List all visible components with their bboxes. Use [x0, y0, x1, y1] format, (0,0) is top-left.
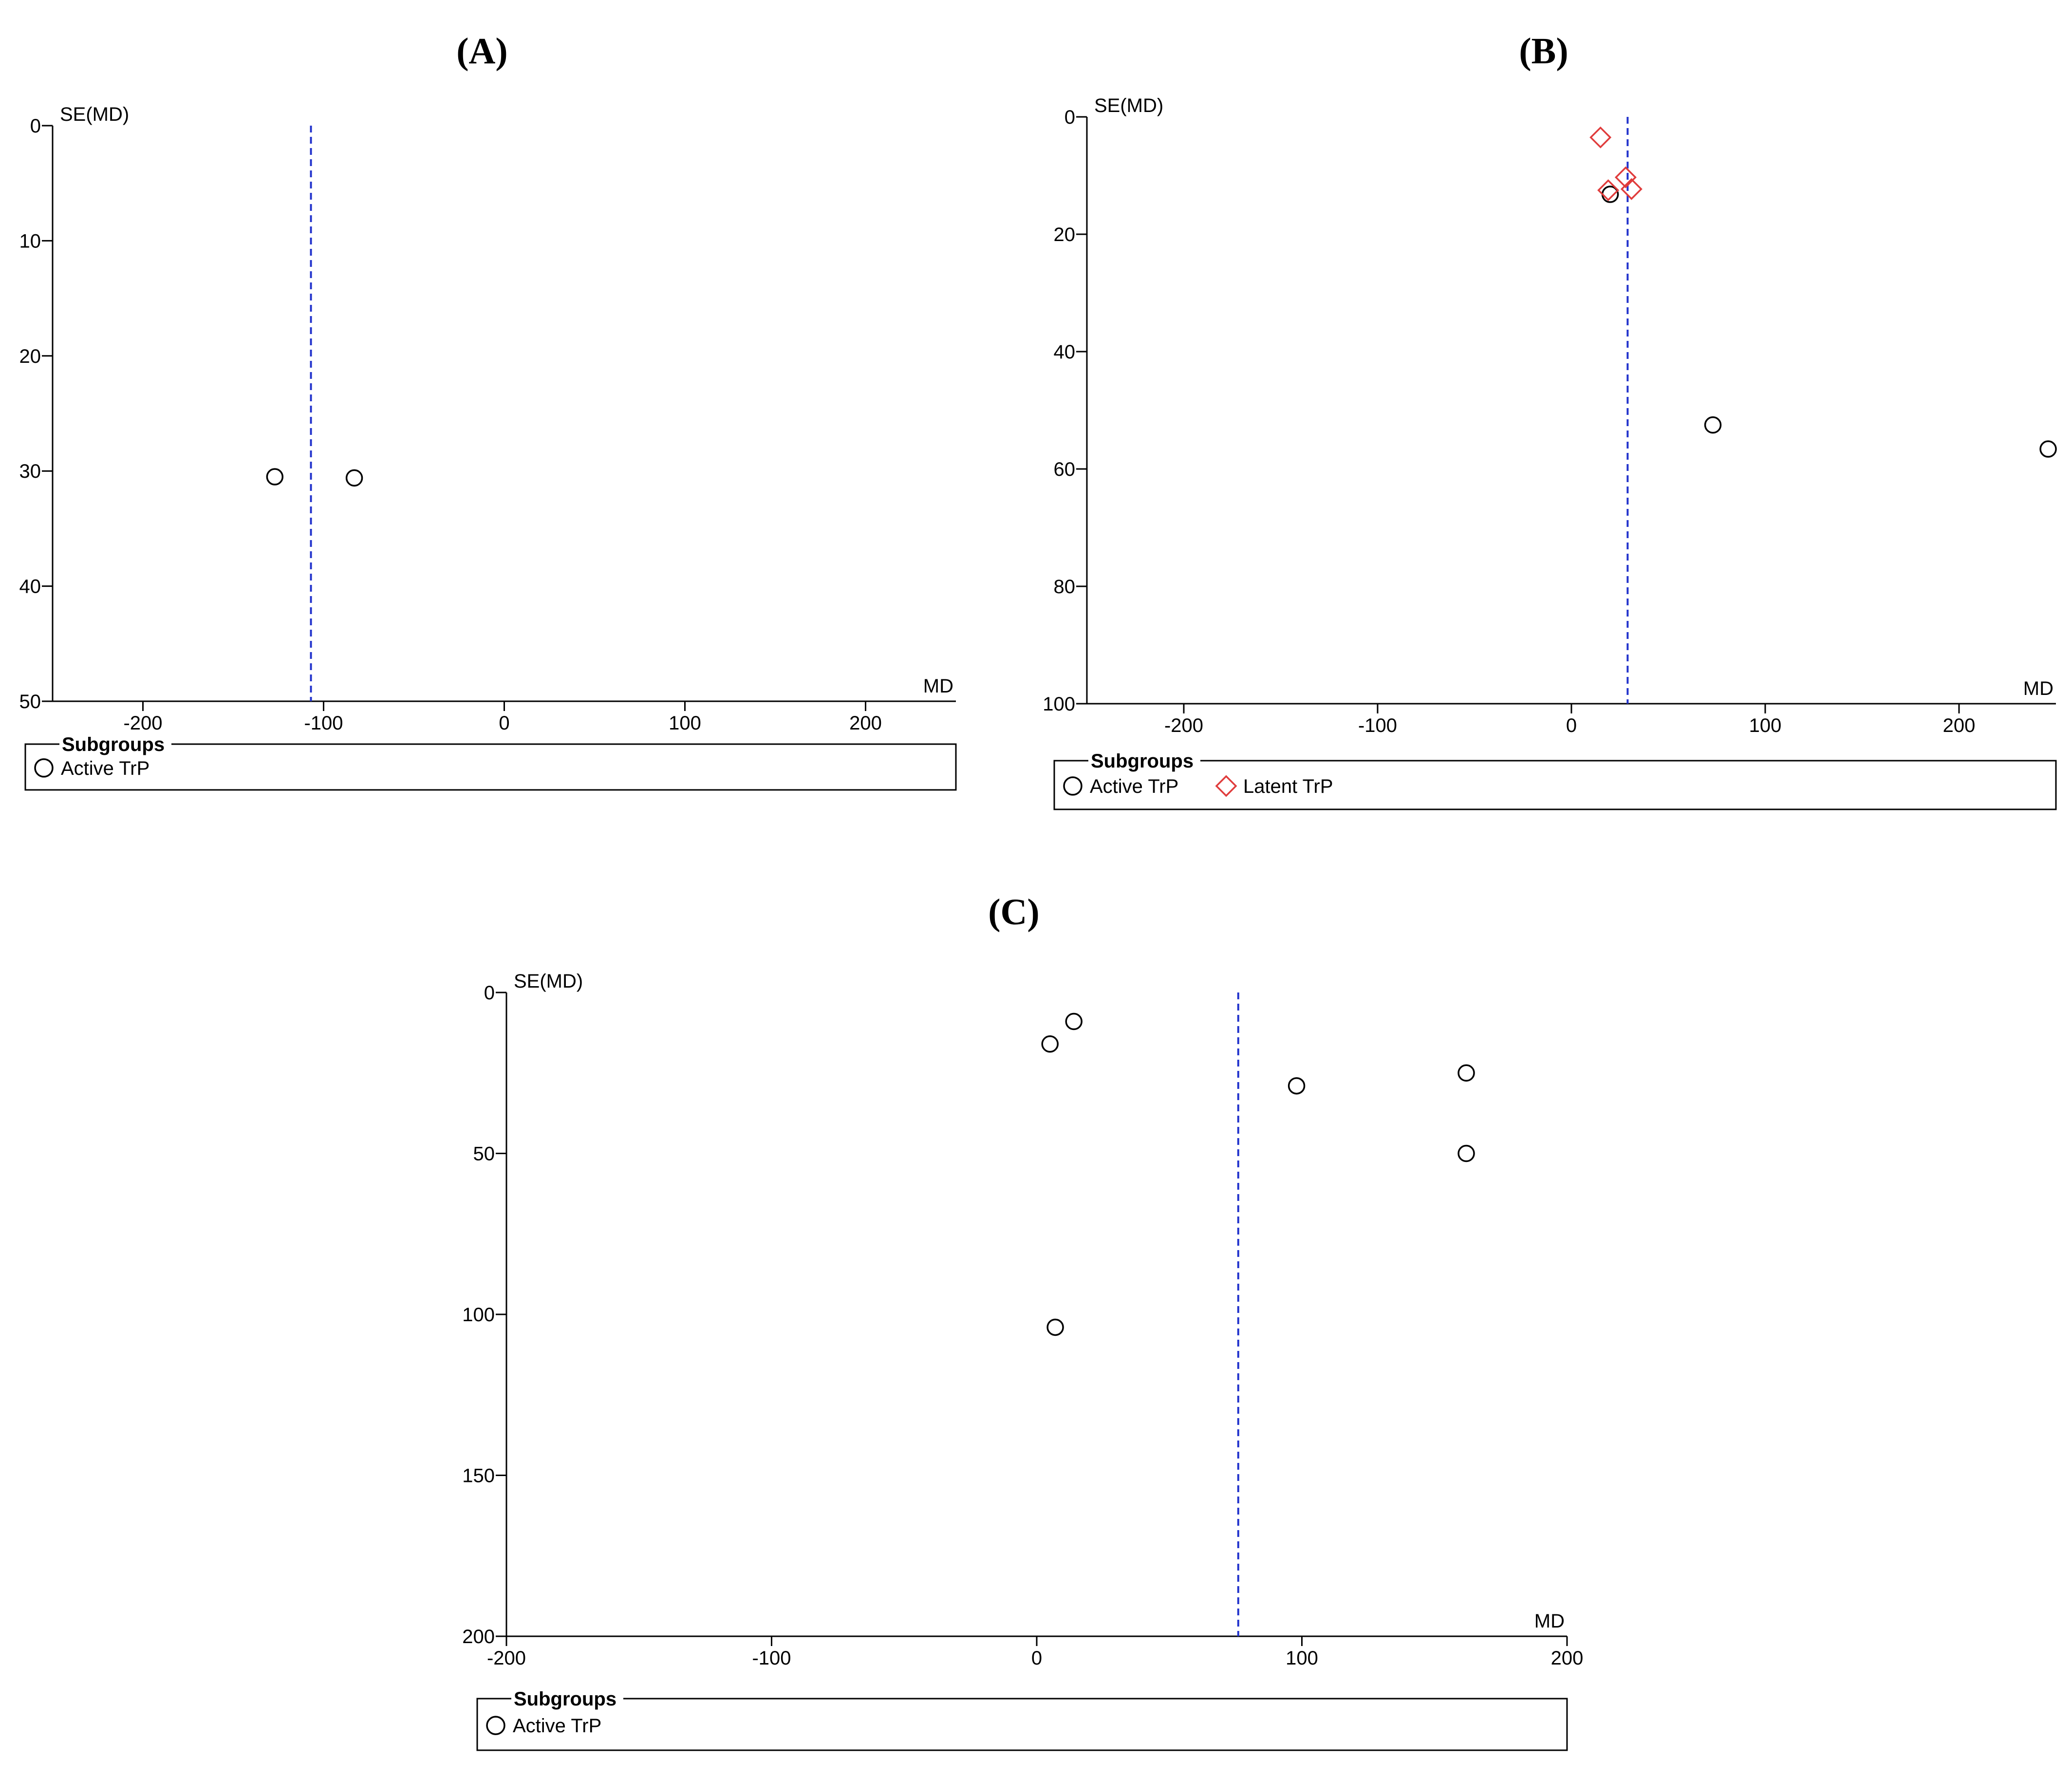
legend-title: Subgroups	[1091, 750, 1194, 772]
x-tick-label: 100	[669, 712, 701, 734]
panel-A: (A) 0 10 20 30 40 50 -200 -100 0 100 200 SE(MD) MD Sub…	[19, 31, 957, 791]
legend-label: Active TrP	[1090, 776, 1178, 797]
y-tick-label: 0	[30, 115, 41, 137]
legend-title-mask	[59, 731, 171, 751]
x-tick-label: -200	[1164, 715, 1203, 736]
y-axis-label: SE(MD)	[514, 971, 583, 992]
panel-B: (B) 0 20 40 60 80 100 -200 -100 0 100 200 SE(MD) MD Su…	[1043, 31, 2057, 810]
panel-title: (A)	[456, 31, 508, 72]
data-point-circle	[1288, 1077, 1306, 1095]
data-point-circle	[1457, 1144, 1475, 1162]
legend-marker-circle	[486, 1716, 505, 1735]
legend-marker-diamond	[1215, 775, 1237, 797]
x-tick-label: -100	[1358, 715, 1397, 736]
legend-box	[24, 743, 957, 791]
x-tick-label: 200	[849, 712, 882, 734]
x-tick-label: -200	[487, 1647, 526, 1669]
legend-marker-circle	[34, 758, 54, 778]
legend-label: Active TrP	[61, 758, 149, 779]
legend-title-mask	[1088, 748, 1200, 767]
y-tick-label: 200	[462, 1626, 495, 1647]
y-tick-label: 40	[19, 576, 41, 598]
panel-title: (C)	[988, 892, 1040, 933]
legend-label: Active TrP	[513, 1715, 601, 1737]
y-tick-label: 20	[19, 346, 41, 367]
x-tick-label: 200	[1943, 715, 1976, 736]
y-tick-label: 0	[1064, 107, 1075, 128]
x-tick-label: -100	[304, 712, 343, 734]
data-point-circle	[345, 469, 363, 487]
data-point-circle	[266, 468, 284, 486]
x-tick-label: -200	[123, 712, 162, 734]
data-point-circle	[1041, 1035, 1059, 1053]
y-axis-label: SE(MD)	[1094, 95, 1163, 116]
x-tick-label: 100	[1286, 1647, 1318, 1669]
legend-box	[1053, 760, 2057, 810]
data-point-diamond	[1620, 178, 1643, 200]
x-axis-label: MD	[1534, 1610, 1565, 1632]
data-point-diamond	[1614, 166, 1637, 188]
y-tick-label: 60	[1054, 459, 1076, 480]
panel-title: (B)	[1519, 31, 1568, 72]
legend-label: Latent TrP	[1243, 776, 1333, 797]
x-tick-label: 200	[1551, 1647, 1584, 1669]
data-point-circle	[1046, 1318, 1064, 1336]
legend-marker-circle	[1063, 776, 1083, 796]
x-tick-label: 100	[1749, 715, 1782, 736]
x-tick-label: 0	[1031, 1647, 1042, 1669]
y-tick-label: 10	[19, 230, 41, 252]
data-point-circle	[1704, 416, 1722, 434]
y-tick-label: 50	[473, 1143, 495, 1165]
x-tick-label: 0	[1566, 715, 1577, 736]
legend-title: Subgroups	[62, 734, 165, 755]
y-tick-label: 30	[19, 461, 41, 482]
y-tick-label: 80	[1054, 576, 1076, 598]
legend-title: Subgroups	[514, 1688, 616, 1710]
y-tick-label: 100	[1043, 693, 1075, 715]
legend-box	[476, 1698, 1568, 1751]
y-tick-label: 50	[19, 691, 41, 712]
y-tick-label: 100	[462, 1304, 495, 1326]
y-tick-label: 150	[462, 1465, 495, 1487]
x-tick-label: 0	[499, 712, 509, 734]
data-point-circle	[1065, 1012, 1083, 1030]
legend-title-mask	[511, 1686, 623, 1705]
x-axis-label: MD	[923, 675, 953, 697]
x-axis-label: MD	[2023, 678, 2053, 699]
data-point-diamond	[1589, 126, 1612, 149]
y-tick-label: 40	[1054, 341, 1076, 363]
x-tick-label: -100	[752, 1647, 791, 1669]
y-tick-label: 20	[1054, 224, 1076, 245]
y-axis-label: SE(MD)	[60, 104, 129, 125]
data-point-circle	[1457, 1064, 1475, 1082]
data-point-diamond	[1597, 179, 1620, 202]
y-tick-label: 0	[484, 982, 495, 1004]
data-point-circle	[2039, 440, 2057, 458]
